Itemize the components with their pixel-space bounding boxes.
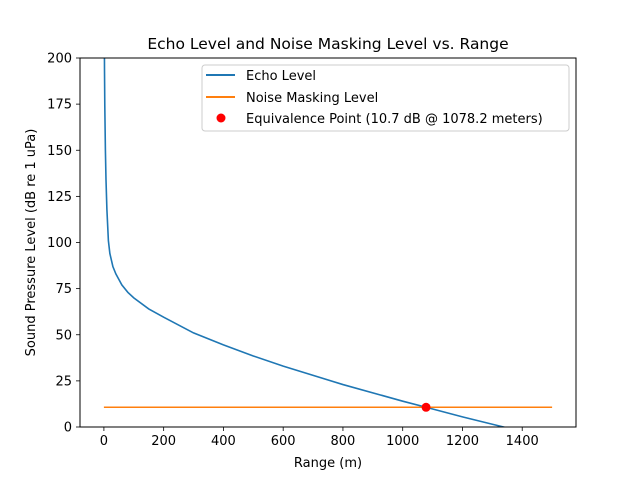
equivalence-point-marker: [421, 402, 431, 412]
y-tick-label: 150: [47, 144, 72, 159]
y-tick-label: 200: [47, 52, 72, 67]
y-tick-label: 125: [47, 190, 72, 205]
y-tick-label: 0: [64, 421, 72, 436]
ticks-layer: 0 200 400 600 800 1000 1200 1400 0 25 50 75 100 125 15…: [47, 52, 539, 450]
x-tick-label: 1200: [446, 434, 479, 449]
y-tick-label: 100: [47, 236, 72, 251]
x-tick-label: 200: [151, 434, 176, 449]
y-tick-label: 175: [47, 98, 72, 113]
legend-box: [201, 64, 570, 132]
y-tick-label: 50: [55, 328, 72, 343]
legend-label-equivalence-point: Equivalence Point (10.7 dB @ 1078.2 mete…: [246, 112, 543, 127]
x-tick-label: 800: [331, 434, 356, 449]
legend-label-echo-level: Echo Level: [246, 69, 316, 84]
y-axis-label: Sound Pressure Level (dB re 1 uPa): [24, 129, 39, 357]
x-axis-label: Range (m): [294, 456, 362, 471]
plot-frame: [79, 57, 577, 428]
x-tick-label: 1000: [386, 434, 419, 449]
legend: Echo Level Noise Masking Level Equivalen…: [201, 64, 570, 132]
x-tick-label: 1400: [506, 434, 539, 449]
x-tick-label: 400: [211, 434, 236, 449]
y-tick-label: 75: [55, 282, 72, 297]
legend-marker-equivalence-point: [216, 113, 226, 123]
x-tick-label: 0: [100, 434, 108, 449]
series-line-echo-level: [103, 58, 507, 427]
series-layer: [103, 58, 553, 427]
y-tick-label: 25: [55, 374, 72, 389]
x-tick-label: 600: [271, 434, 296, 449]
chart-title: Echo Level and Noise Masking Level vs. R…: [147, 35, 508, 53]
legend-label-noise-masking-level: Noise Masking Level: [246, 91, 378, 106]
